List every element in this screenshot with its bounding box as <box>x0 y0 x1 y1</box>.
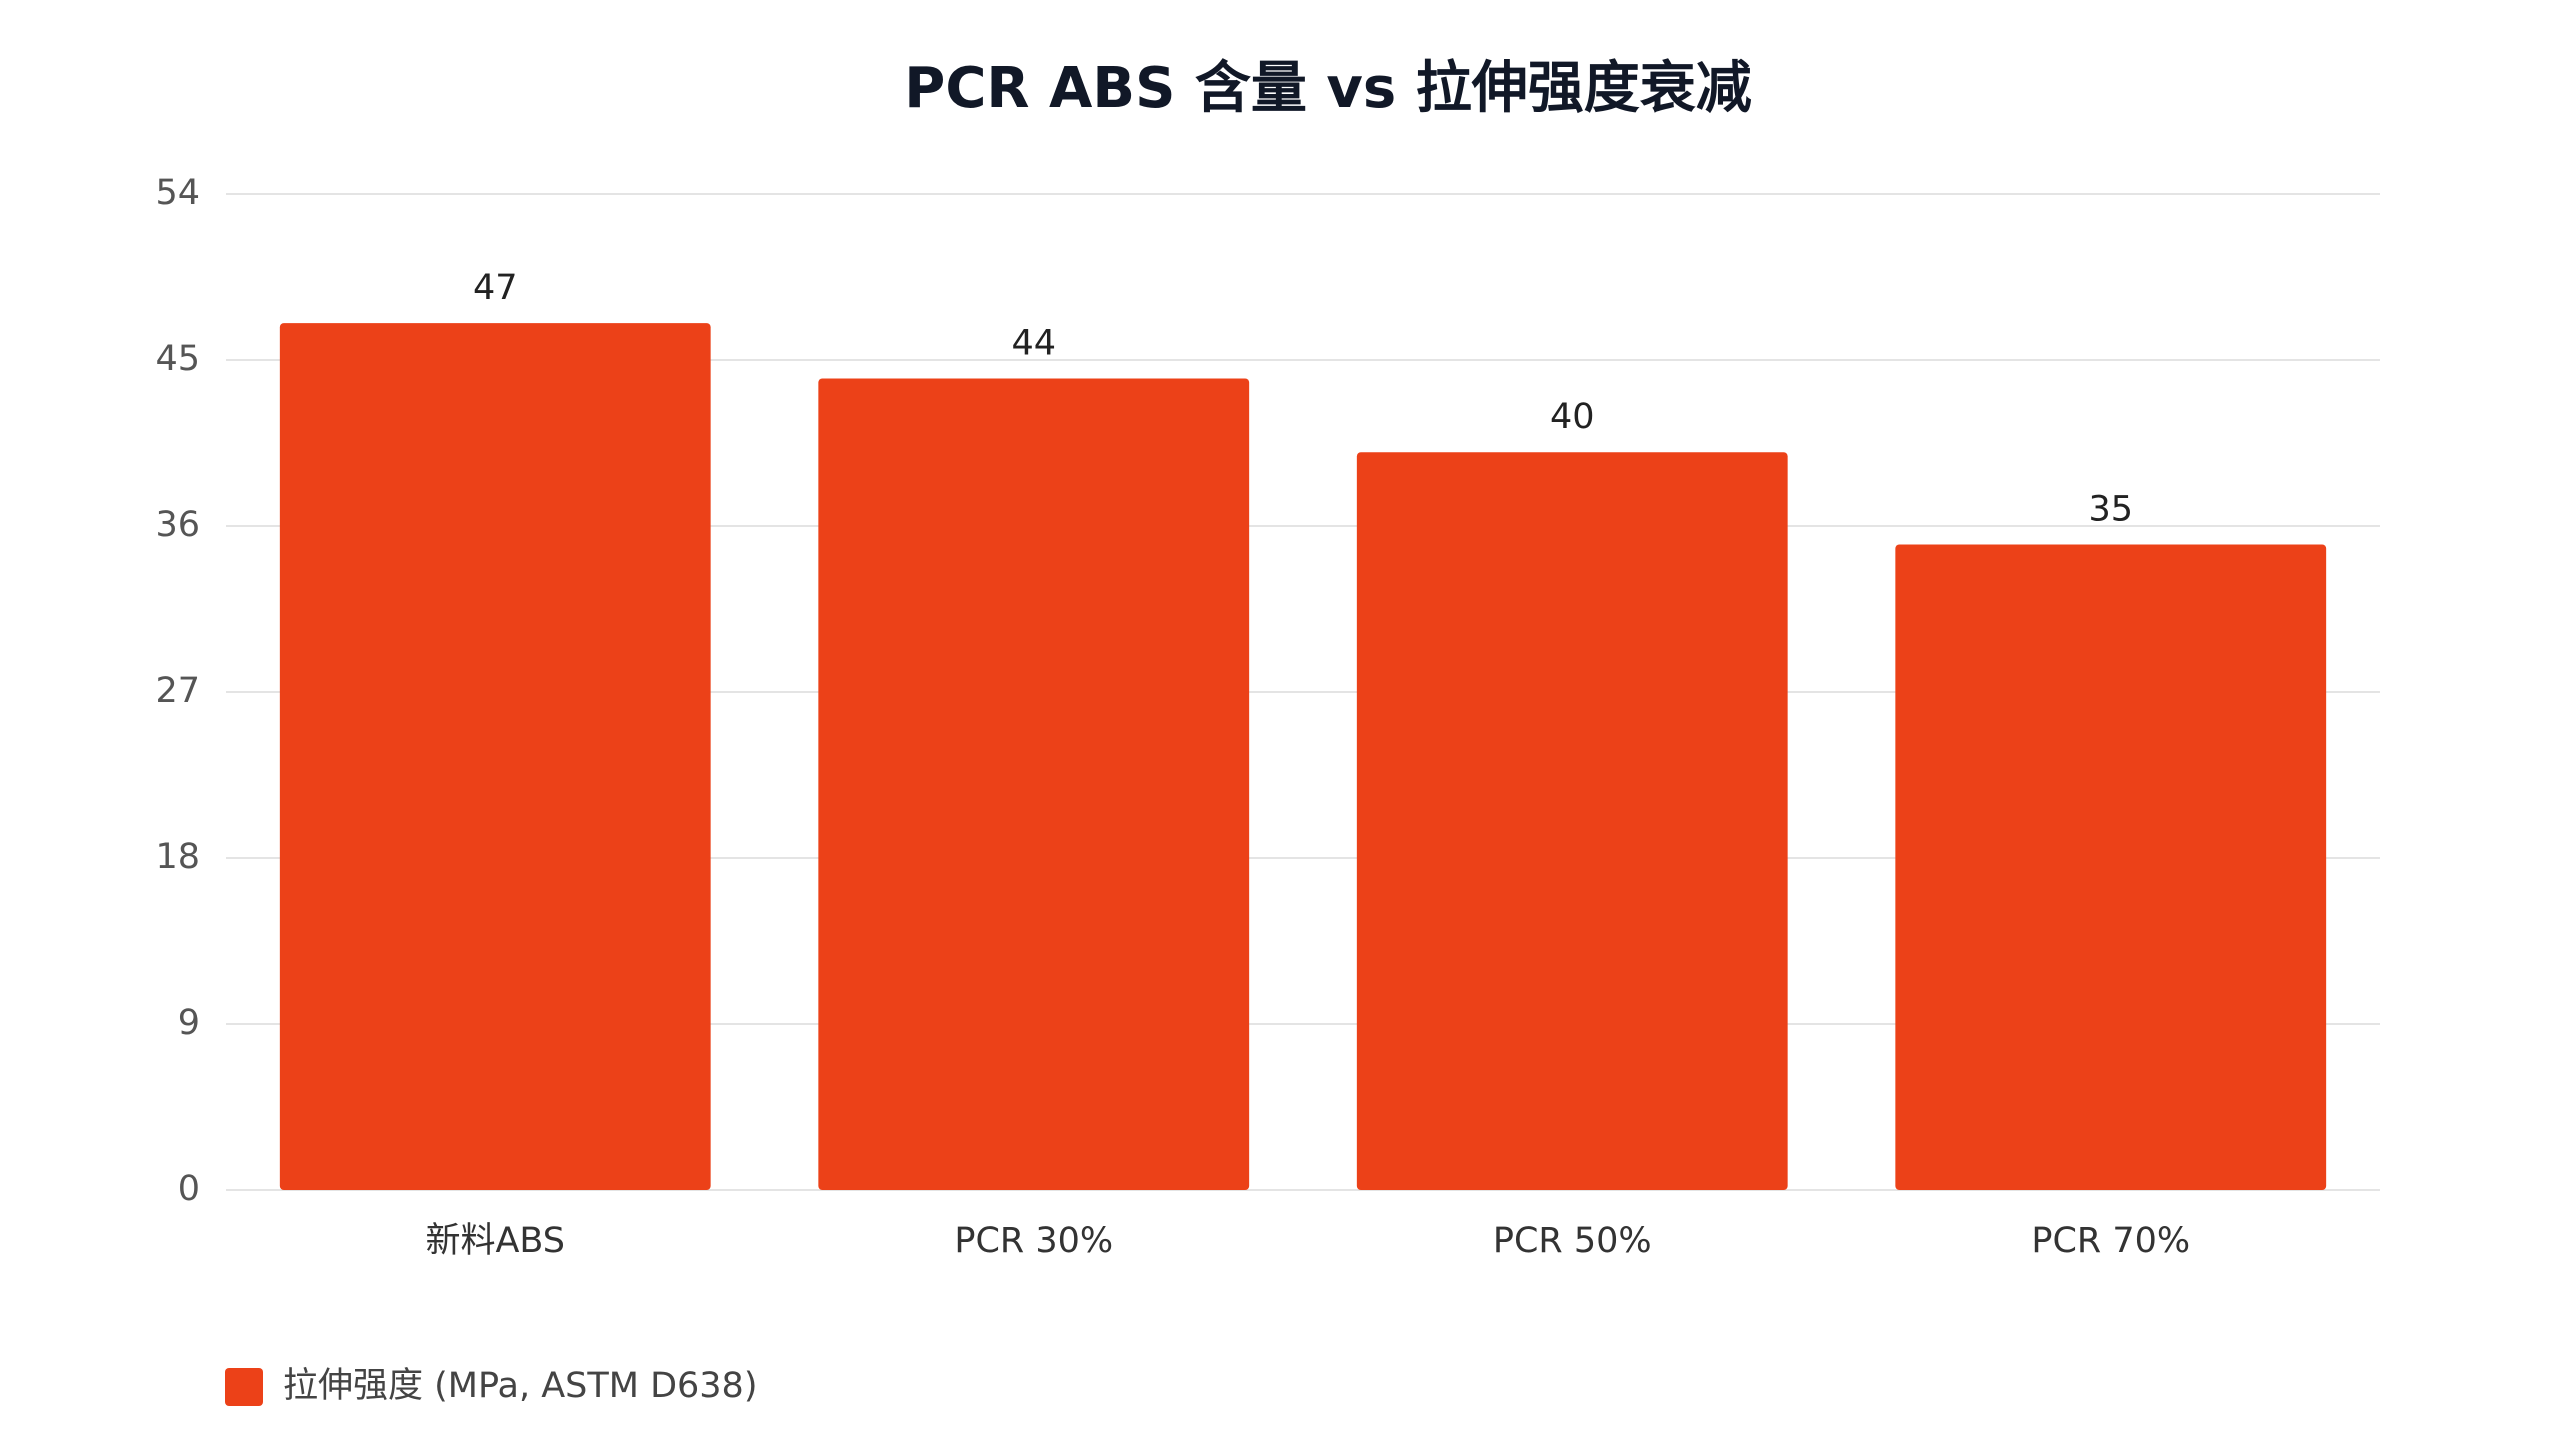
chart-title: PCR ABS 含量 vs 拉伸强度衰减 <box>904 56 1751 121</box>
legend-label: 拉伸强度 (MPa, ASTM D638) <box>283 1366 757 1406</box>
y-tick-label: 45 <box>155 339 200 379</box>
legend-swatch <box>225 1368 263 1406</box>
bar <box>818 378 1250 1190</box>
bar <box>279 323 711 1191</box>
bar <box>1895 544 2327 1190</box>
y-tick-label: 9 <box>178 1003 200 1043</box>
bar <box>1356 452 1788 1190</box>
value-label: 40 <box>1550 397 1595 437</box>
x-tick-label: 新料ABS <box>425 1221 565 1261</box>
value-label: 47 <box>473 268 518 308</box>
y-tick-label: 54 <box>155 173 200 213</box>
value-label: 44 <box>1011 323 1056 363</box>
x-tick-label: PCR 70% <box>2031 1221 2190 1261</box>
value-label: 35 <box>2088 489 2133 529</box>
y-tick-label: 27 <box>155 671 200 711</box>
y-tick-label: 18 <box>155 837 200 877</box>
y-tick-label: 0 <box>178 1169 200 1209</box>
x-tick-label: PCR 30% <box>954 1221 1113 1261</box>
y-tick-label: 36 <box>155 505 200 545</box>
x-tick-label: PCR 50% <box>1493 1221 1652 1261</box>
